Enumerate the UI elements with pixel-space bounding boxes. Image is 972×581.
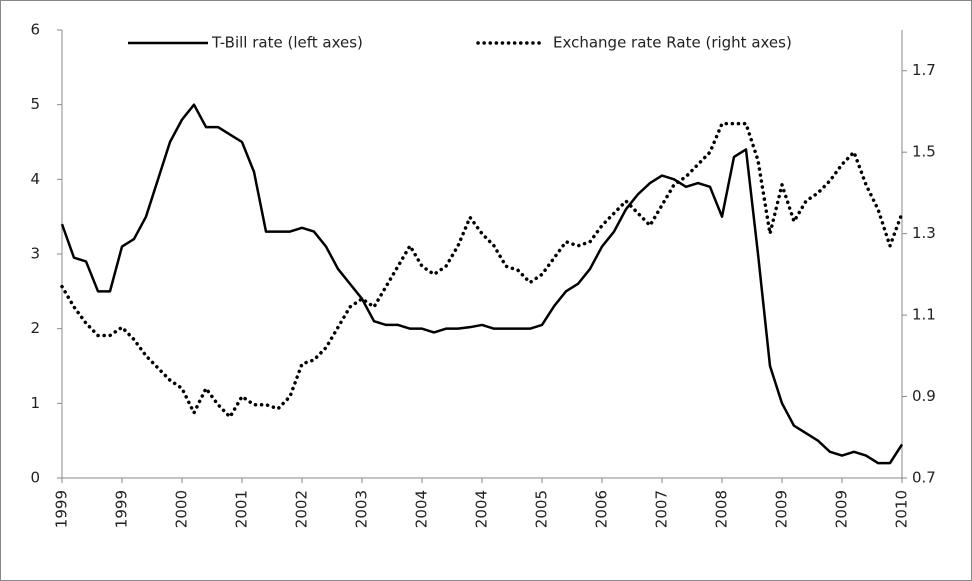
y-tick-label: 0 [30, 469, 40, 487]
y2-tick-label: 1.5 [912, 143, 936, 161]
x-tick-label: 2010 [893, 490, 911, 528]
x-tick-label: 2009 [773, 490, 791, 528]
y-tick-label: 4 [30, 170, 40, 188]
x-tick-label: 2004 [473, 490, 491, 528]
y2-tick-label: 1.1 [912, 306, 936, 324]
y2-tick-label: 0.7 [912, 469, 936, 487]
series-line [60, 121, 904, 420]
y-tick-label: 1 [30, 394, 40, 412]
series-line [60, 103, 904, 465]
x-tick-label: 2005 [533, 490, 551, 528]
x-tick-label: 2004 [413, 490, 431, 528]
x-tick-label: 2009 [833, 490, 851, 528]
y-tick-label: 5 [30, 95, 40, 113]
x-tick-label: 1999 [53, 490, 71, 528]
x-tick-label: 2006 [593, 490, 611, 528]
y-tick-label: 6 [30, 21, 40, 39]
y2-tick-label: 1.7 [912, 61, 936, 79]
y-tick-label: 2 [30, 319, 40, 337]
y-tick-label: 3 [30, 245, 40, 263]
y2-tick-label: 1.3 [912, 224, 936, 242]
y2-tick-label: 0.9 [912, 387, 936, 405]
x-tick-label: 2002 [293, 490, 311, 528]
x-tick-label: 2000 [173, 490, 191, 528]
legend-label: Exchange rate Rate (right axes) [553, 34, 792, 52]
x-tick-label: 1999 [113, 490, 131, 528]
x-tick-label: 2008 [713, 490, 731, 528]
x-tick-label: 2001 [233, 490, 251, 528]
x-tick-label: 2007 [653, 490, 671, 528]
x-tick-label: 2003 [353, 490, 371, 528]
legend-label: T-Bill rate (left axes) [211, 34, 363, 52]
